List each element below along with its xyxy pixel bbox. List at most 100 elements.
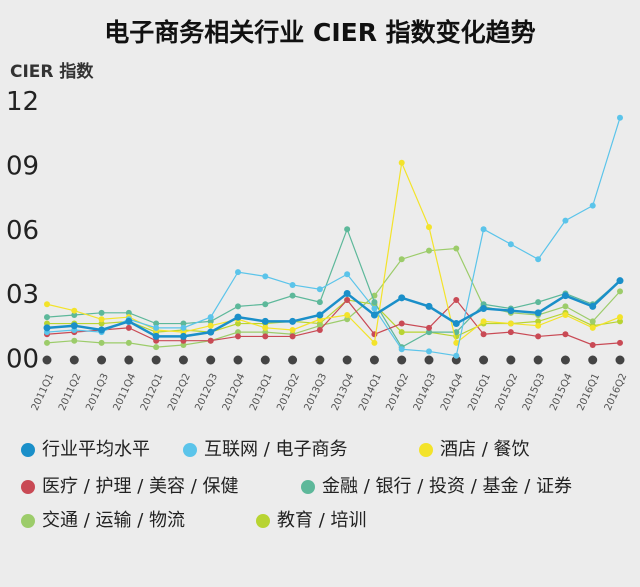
x-tick-label: 2013Q3 — [303, 372, 330, 413]
y-tick-label: 12 — [6, 87, 39, 117]
data-point — [344, 311, 351, 318]
data-point — [480, 331, 487, 338]
data-point — [562, 217, 569, 224]
data-point — [453, 329, 460, 336]
x-axis-dot — [533, 355, 543, 365]
data-point — [534, 309, 542, 317]
x-axis-dot — [451, 355, 461, 365]
data-point — [98, 316, 105, 323]
data-point — [153, 344, 160, 351]
data-point — [426, 348, 432, 355]
y-tick-label: 00 — [6, 345, 39, 375]
y-tick-label: 09 — [6, 152, 39, 182]
data-point — [480, 226, 487, 233]
legend-label: 行业平均水平 — [42, 439, 150, 460]
data-point — [316, 322, 323, 329]
legend-marker — [21, 480, 35, 494]
data-point — [425, 302, 433, 310]
legend-label: 医疗 / 护理 / 美容 / 保健 — [42, 476, 239, 497]
data-point — [343, 290, 351, 298]
data-point — [98, 320, 105, 327]
data-point — [398, 329, 405, 336]
x-tick-label: 2012Q3 — [193, 372, 220, 413]
x-axis-dot — [206, 355, 216, 365]
legend-label: 教育 / 培训 — [277, 510, 367, 531]
data-point — [344, 296, 351, 303]
x-tick-label: 2011Q1 — [30, 372, 57, 413]
x-tick-label: 2015Q2 — [494, 372, 521, 413]
data-point — [180, 320, 187, 327]
data-point — [235, 320, 241, 327]
legend-label: 酒店 / 餐饮 — [440, 439, 530, 460]
data-point — [316, 286, 323, 293]
data-point — [289, 292, 296, 299]
series-line — [46, 227, 621, 348]
data-point — [562, 311, 569, 318]
x-axis-dot — [288, 355, 298, 365]
data-point — [234, 313, 242, 321]
data-point — [370, 311, 378, 319]
legend-marker — [183, 443, 197, 457]
data-point — [453, 296, 460, 303]
data-point — [398, 159, 405, 166]
x-axis-dot — [97, 355, 107, 365]
data-point — [453, 352, 460, 359]
data-point — [617, 339, 623, 346]
legend-marker — [419, 443, 433, 457]
data-point — [44, 301, 50, 308]
data-point — [207, 318, 214, 325]
data-point — [98, 326, 106, 334]
legend-label: 金融 / 银行 / 投资 / 基金 / 证券 — [322, 476, 572, 497]
x-tick-label: 2014Q1 — [357, 372, 384, 413]
data-point — [289, 333, 296, 340]
data-point — [289, 326, 296, 333]
data-point — [617, 114, 623, 121]
data-point — [207, 314, 214, 321]
data-point — [235, 329, 241, 336]
data-point — [616, 277, 624, 285]
data-point — [44, 339, 50, 346]
data-point — [507, 329, 514, 336]
data-point — [398, 256, 405, 263]
y-axis-label: CIER 指数 — [10, 61, 94, 82]
legend-label: 互联网 / 电子商务 — [204, 439, 348, 460]
y-tick-label: 03 — [6, 280, 39, 310]
data-point — [507, 241, 514, 248]
data-point — [507, 307, 515, 315]
data-point — [344, 271, 351, 278]
data-point — [125, 324, 132, 331]
data-point — [344, 226, 351, 233]
x-tick-label: 2011Q2 — [57, 372, 84, 413]
data-point — [153, 320, 160, 327]
x-axis-dot — [178, 355, 188, 365]
x-axis-dot — [560, 355, 570, 365]
data-point — [316, 326, 323, 333]
data-point — [235, 303, 241, 310]
x-axis-dot — [369, 355, 379, 365]
data-point — [426, 247, 432, 254]
data-point — [589, 324, 596, 331]
data-point — [153, 324, 160, 331]
x-tick-label: 2011Q3 — [84, 372, 111, 413]
y-tick-label: 06 — [6, 216, 39, 246]
data-point — [180, 341, 187, 348]
data-point — [125, 339, 132, 346]
data-point — [207, 322, 214, 329]
x-tick-label: 2014Q3 — [412, 372, 439, 413]
data-point — [235, 269, 241, 276]
data-point — [589, 202, 596, 209]
x-tick-label: 2013Q2 — [275, 372, 302, 413]
data-point — [289, 317, 297, 325]
x-axis-dot — [424, 355, 434, 365]
x-axis-dot — [69, 355, 79, 365]
data-point — [125, 309, 132, 316]
data-point — [152, 332, 160, 340]
x-axis-dot — [260, 355, 270, 365]
x-tick-label: 2013Q1 — [248, 372, 275, 413]
data-point — [452, 320, 460, 328]
x-tick-label: 2015Q3 — [521, 372, 548, 413]
data-point — [535, 318, 542, 325]
data-point — [480, 305, 488, 313]
data-point — [371, 339, 378, 346]
